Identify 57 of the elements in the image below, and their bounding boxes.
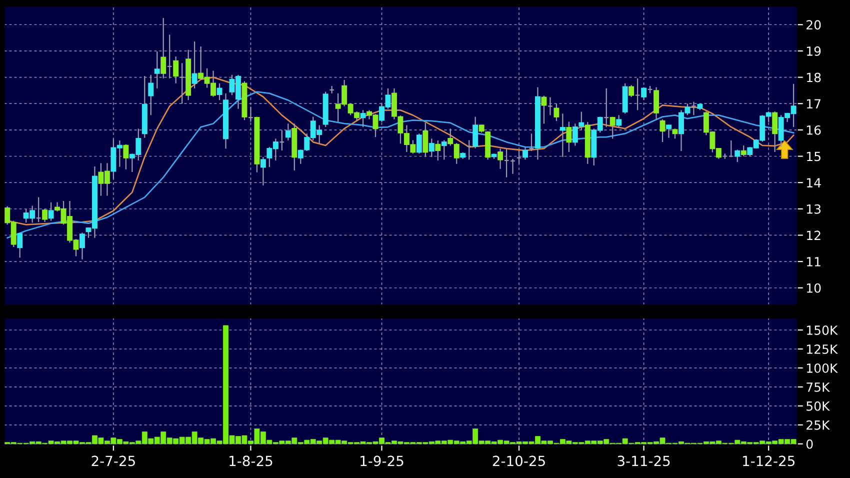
x-tick-label: 1-9-25 <box>360 456 404 466</box>
x-tick-label: 1-8-25 <box>230 456 272 466</box>
candlestick <box>498 148 504 170</box>
x-tick-label: 1-12-25 <box>743 456 794 466</box>
y-tick-label: 150K <box>807 325 838 335</box>
y-tick-label: 16 <box>807 125 821 135</box>
y-tick-label: 15 <box>807 152 820 162</box>
candlestick <box>154 50 160 89</box>
y-tick-label: 14 <box>807 178 821 188</box>
candlestick <box>422 122 428 158</box>
y-tick-label: 12 <box>807 230 820 240</box>
y-tick-label: 13 <box>807 204 821 214</box>
candlestick <box>541 95 547 124</box>
candlestick <box>441 140 447 160</box>
candlestick <box>522 146 528 160</box>
candlestick <box>260 156 266 186</box>
candlestick <box>654 86 660 121</box>
candlestick <box>192 40 198 89</box>
candlestick <box>435 140 441 162</box>
candlestick <box>448 128 454 146</box>
candlestick <box>772 110 778 153</box>
y-tick-label: 0 <box>806 439 813 449</box>
y-tick-label: 25K <box>806 420 830 430</box>
candlestick <box>123 144 129 170</box>
y-tick-label: 19 <box>807 46 821 56</box>
candlestick <box>428 138 434 158</box>
y-tick-label: 100K <box>807 363 838 373</box>
y-tick-label: 20 <box>806 20 821 30</box>
x-tick-label: 3-11-25 <box>618 456 670 466</box>
x-tick-label: 2-7-25 <box>92 456 135 466</box>
y-tick-label: 17 <box>807 99 820 108</box>
candlestick <box>616 114 622 128</box>
candlestick <box>660 118 666 143</box>
candlestick <box>672 128 678 140</box>
candlestick <box>566 121 572 153</box>
candlestick <box>554 103 560 122</box>
y-tick-label: 18 <box>807 72 821 82</box>
candlestick <box>285 123 291 142</box>
candlestick <box>416 133 422 154</box>
candlestick <box>216 82 222 101</box>
x-tick-label: 2-10-25 <box>492 456 545 466</box>
y-tick-label: 75K <box>806 382 830 392</box>
y-tick-label: 125K <box>807 344 838 354</box>
candlestick <box>298 149 304 164</box>
candlestick <box>148 74 154 116</box>
y-tick-label: 11 <box>807 257 820 266</box>
candlestick <box>740 144 746 157</box>
candlestick <box>360 110 366 128</box>
line-series <box>6 91 794 239</box>
candlestick <box>80 232 85 260</box>
candlestick <box>454 142 460 164</box>
y-tick-label: 10 <box>807 283 821 293</box>
candlestick <box>560 113 566 158</box>
candlestick <box>666 124 672 138</box>
candlestick <box>48 202 54 222</box>
candlestick <box>17 232 23 258</box>
y-tick-label: 50K <box>806 401 830 411</box>
